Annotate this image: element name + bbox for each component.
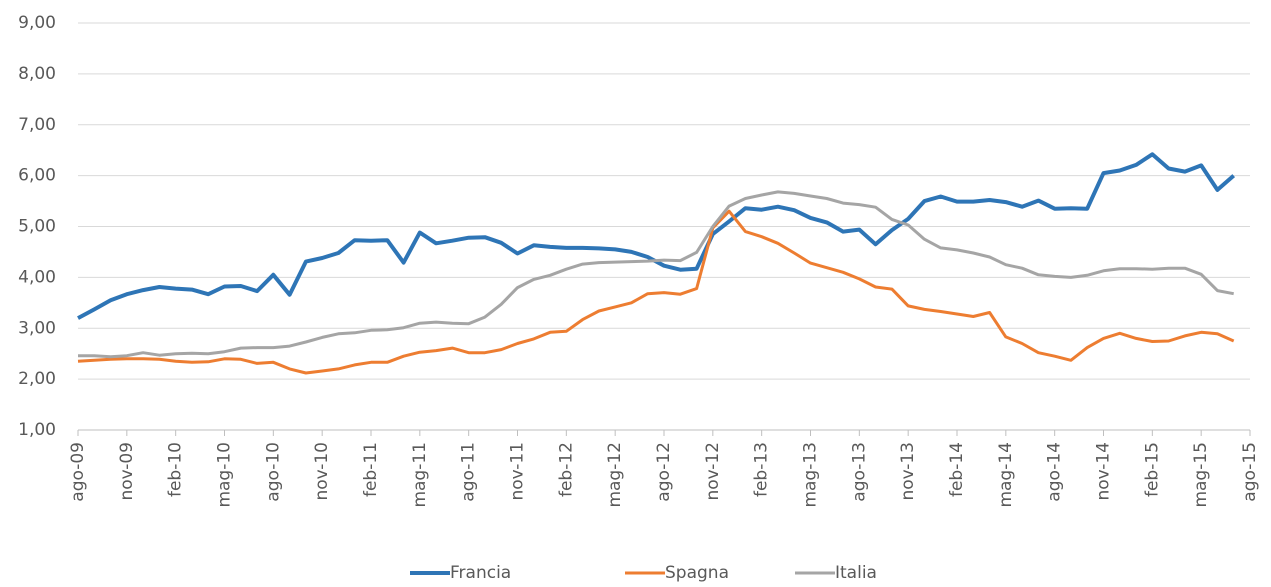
legend-label: Italia — [835, 563, 877, 583]
x-tick-label: ago-14 — [1045, 442, 1065, 502]
y-tick-label: 5,00 — [18, 217, 56, 237]
y-tick-label: 6,00 — [18, 166, 56, 186]
series-line — [78, 190, 1234, 359]
x-tick-label: feb-11 — [361, 442, 381, 497]
y-tick-label: 3,00 — [18, 318, 56, 338]
legend-label: Spagna — [665, 563, 729, 583]
y-tick-label: 7,00 — [18, 115, 56, 135]
x-tick-label: ago-09 — [68, 442, 88, 502]
x-tick-label: mag-10 — [215, 442, 235, 508]
series-line — [77, 209, 1235, 375]
x-tick-label: ago-12 — [654, 442, 674, 502]
x-tick-label: nov-09 — [117, 442, 137, 501]
x-tick-label: ago-10 — [263, 442, 283, 502]
x-tick-label: feb-15 — [1142, 442, 1162, 497]
x-tick-label: nov-13 — [898, 442, 918, 501]
x-tick-label: nov-11 — [508, 442, 528, 501]
x-tick-label: mag-13 — [801, 442, 821, 508]
y-tick-label: 9,00 — [18, 13, 56, 33]
x-tick-label: feb-10 — [166, 442, 186, 497]
x-tick-label: mag-14 — [996, 442, 1016, 508]
x-tick-label: mag-15 — [1191, 442, 1211, 508]
x-tick-label: nov-10 — [312, 442, 332, 501]
y-tick-label: 2,00 — [18, 369, 56, 389]
x-tick-label: mag-11 — [410, 442, 430, 508]
x-tick-label: nov-12 — [703, 442, 723, 501]
y-tick-label: 1,00 — [18, 420, 56, 440]
x-tick-label: feb-13 — [752, 442, 772, 497]
x-tick-label: ago-15 — [1240, 442, 1260, 502]
x-tick-label: feb-12 — [556, 442, 576, 497]
y-tick-label: 4,00 — [18, 267, 56, 287]
x-tick-label: mag-12 — [605, 442, 625, 508]
x-tick-label: ago-13 — [849, 442, 869, 502]
x-tick-label: nov-14 — [1094, 442, 1114, 501]
x-tick-label: ago-11 — [459, 442, 479, 502]
legend-label: Francia — [450, 563, 511, 583]
y-tick-label: 8,00 — [18, 64, 56, 84]
x-tick-label: feb-14 — [947, 442, 967, 497]
